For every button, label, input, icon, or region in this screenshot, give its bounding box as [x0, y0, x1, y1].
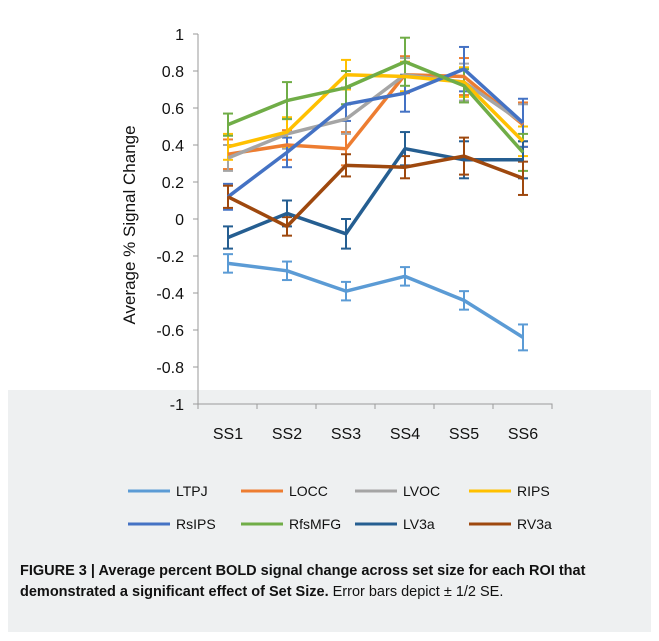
series-line-LOCC: [227, 72, 525, 156]
x-tick-label: SS2: [272, 426, 302, 443]
figure-panel: Average % Signal Change -1 -0.8 -0.6 -0.4 -0…: [8, 8, 651, 632]
legend-label: RfsMFG: [289, 516, 341, 532]
y-axis-label: Average % Signal Change: [120, 125, 139, 324]
series-lines: [226, 60, 525, 339]
legend-label: RV3a: [517, 516, 552, 532]
line-chart: Average % Signal Change -1 -0.8 -0.6 -0.4 -0…: [120, 27, 553, 532]
y-tick-label: 0.2: [162, 175, 184, 192]
x-tick-label: SS4: [390, 426, 420, 443]
legend: LTPJ LOCC LVOC RIPS RsIPS RfsMFG LV3a RV3a: [128, 483, 552, 532]
y-tick-label: 1: [175, 27, 184, 44]
caption-title: FIGURE 3 | Average percent BOLD signal c…: [20, 563, 586, 600]
legend-label: LTPJ: [176, 483, 208, 499]
y-tick-label: -0.2: [156, 249, 184, 266]
x-tick-label: SS5: [449, 426, 479, 443]
series-line-RV3a: [227, 154, 524, 229]
series-line-LTPJ: [227, 261, 524, 339]
legend-label: RIPS: [517, 483, 550, 499]
x-tick-label: SS1: [213, 426, 243, 443]
figure-caption: FIGURE 3 | Average percent BOLD signal c…: [20, 561, 640, 603]
series-line-LVOC: [227, 72, 524, 160]
legend-label: LVOC: [403, 483, 440, 499]
y-tick-label: 0.8: [162, 64, 184, 81]
y-tick-label: -0.4: [156, 286, 184, 303]
series-line-RfsMFG: [227, 60, 525, 154]
y-tick-label: -0.6: [156, 323, 184, 340]
y-tick-label: -0.8: [156, 360, 184, 377]
legend-label: RsIPS: [176, 516, 216, 532]
y-tick-label: 0.6: [162, 101, 184, 118]
axes: -1 -0.8 -0.6 -0.4 -0.2 0 0.2 0.4 0.6 0.8 1 SS1 SS2 SS…: [156, 27, 553, 443]
y-tick-label: 0: [175, 212, 184, 229]
chart-area: Average % Signal Change -1 -0.8 -0.6 -0.4 -0…: [8, 8, 651, 532]
legend-label: LV3a: [403, 516, 435, 532]
y-tick-label: 0.4: [162, 138, 184, 155]
series-line-RsIPS: [226, 67, 525, 199]
caption-text: Error bars depict ± 1/2 SE.: [328, 584, 504, 600]
x-tick-label: SS6: [508, 426, 538, 443]
y-tick-label: -1: [170, 397, 184, 414]
x-tick-label: SS3: [331, 426, 361, 443]
legend-label: LOCC: [289, 483, 328, 499]
